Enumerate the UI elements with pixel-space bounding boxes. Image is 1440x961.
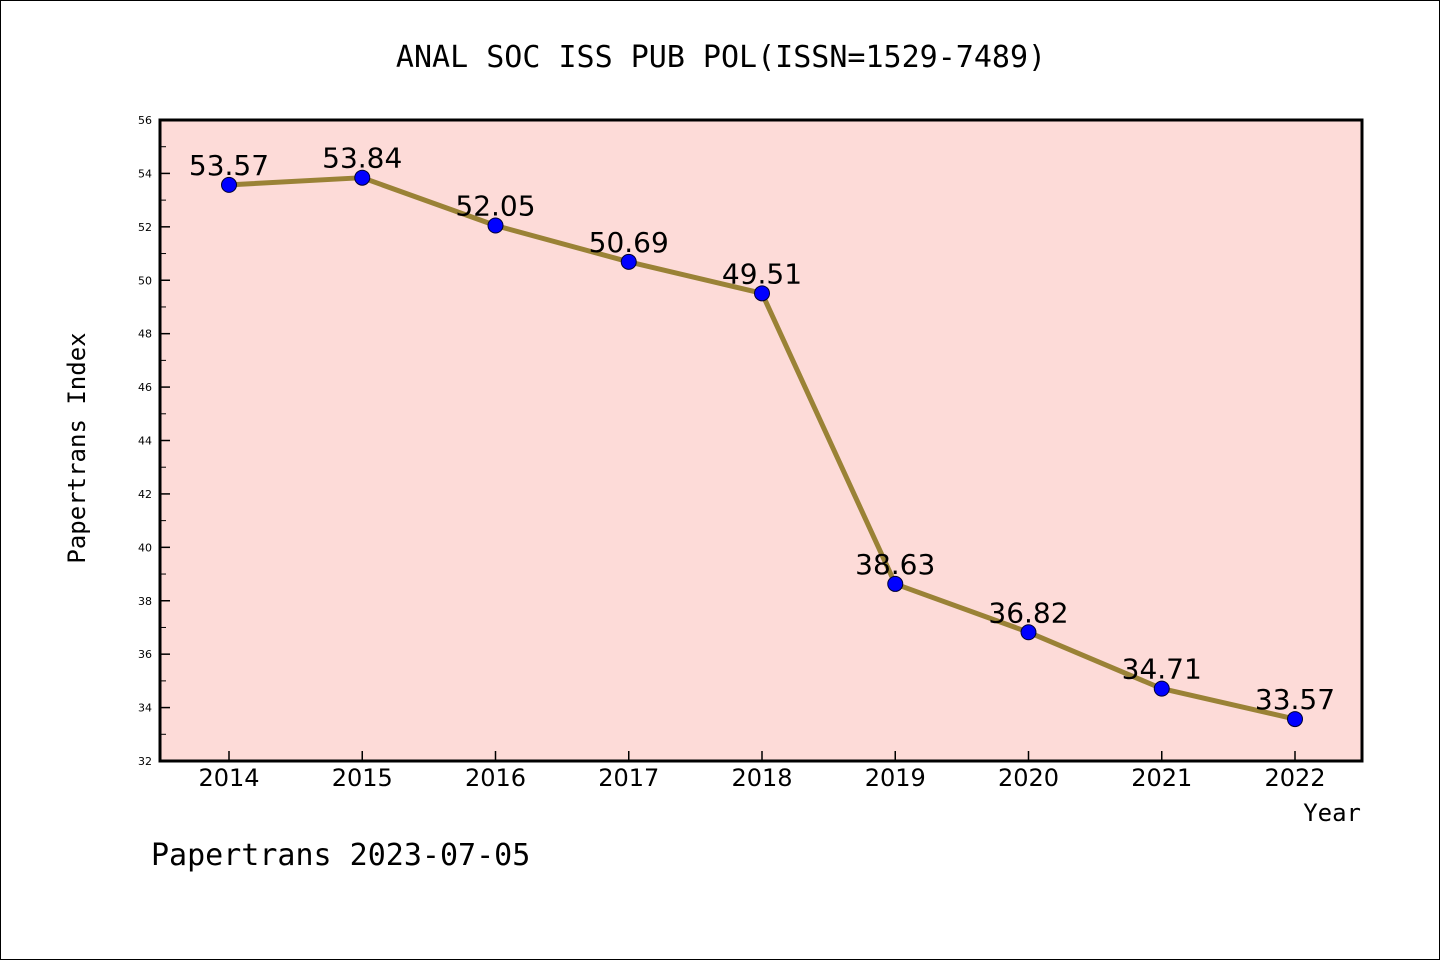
data-point xyxy=(1287,711,1303,728)
data-point xyxy=(887,575,904,592)
x-tick-label: 2016 xyxy=(465,764,526,792)
y-tick-label: 56 xyxy=(138,114,152,127)
y-tick-label: 42 xyxy=(138,488,152,501)
data-label: 50.69 xyxy=(589,226,669,259)
x-tick-label: 2019 xyxy=(865,764,926,792)
y-tick-label: 48 xyxy=(138,328,152,341)
y-tick-label: 32 xyxy=(138,755,152,768)
plot-area xyxy=(158,118,1364,763)
x-tick-label: 2015 xyxy=(332,764,393,792)
y-tick-label: 50 xyxy=(138,274,152,287)
x-tick-label: 2020 xyxy=(998,764,1059,792)
x-tick-label: 2022 xyxy=(1264,764,1325,792)
x-axis: 2014 2015 2016 2017 2018 2019 2020 2021 2022 xyxy=(198,751,1326,792)
y-tick-label: 38 xyxy=(138,595,152,608)
data-label: 38.63 xyxy=(855,548,935,581)
y-tick-label: 34 xyxy=(138,702,152,715)
y-axis-label: Papertrans Index xyxy=(63,332,91,563)
data-label: 36.82 xyxy=(988,596,1068,629)
data-label: 53.57 xyxy=(189,149,269,182)
data-point xyxy=(221,176,237,193)
x-tick-label: 2017 xyxy=(598,764,659,792)
x-axis-label: Year xyxy=(1303,799,1361,827)
y-tick-label: 44 xyxy=(138,435,152,448)
chart-title: ANAL SOC ISS PUB POL(ISSN=1529-7489) xyxy=(396,40,1046,75)
data-point xyxy=(354,169,371,186)
x-tick-label: 2014 xyxy=(198,764,259,792)
data-label: 52.05 xyxy=(455,189,535,222)
footer-date: Papertrans 2023-07-05 xyxy=(151,838,530,873)
y-axis: 32 34 36 38 40 42 44 46 48 50 52 54 56 xyxy=(138,114,170,768)
y-tick-label: 46 xyxy=(138,381,152,394)
data-point xyxy=(1153,680,1170,697)
y-tick-label: 40 xyxy=(138,541,152,554)
data-point xyxy=(620,253,637,270)
series-group: 53.57 53.84 52.05 50.69 49.51 38.63 36.82 34.71… xyxy=(189,142,1335,728)
data-label: 34.71 xyxy=(1122,653,1202,686)
y-tick-label: 54 xyxy=(138,167,152,180)
data-label: 33.57 xyxy=(1255,683,1335,716)
data-point xyxy=(487,217,504,234)
y-tick-label: 36 xyxy=(138,648,152,661)
x-tick-label: 2021 xyxy=(1131,764,1192,792)
y-tick-label: 52 xyxy=(138,221,152,234)
data-label: 53.84 xyxy=(322,142,402,175)
x-tick-label: 2018 xyxy=(731,764,792,792)
data-point xyxy=(1020,624,1037,641)
data-point xyxy=(754,285,770,302)
data-label: 49.51 xyxy=(722,257,802,290)
